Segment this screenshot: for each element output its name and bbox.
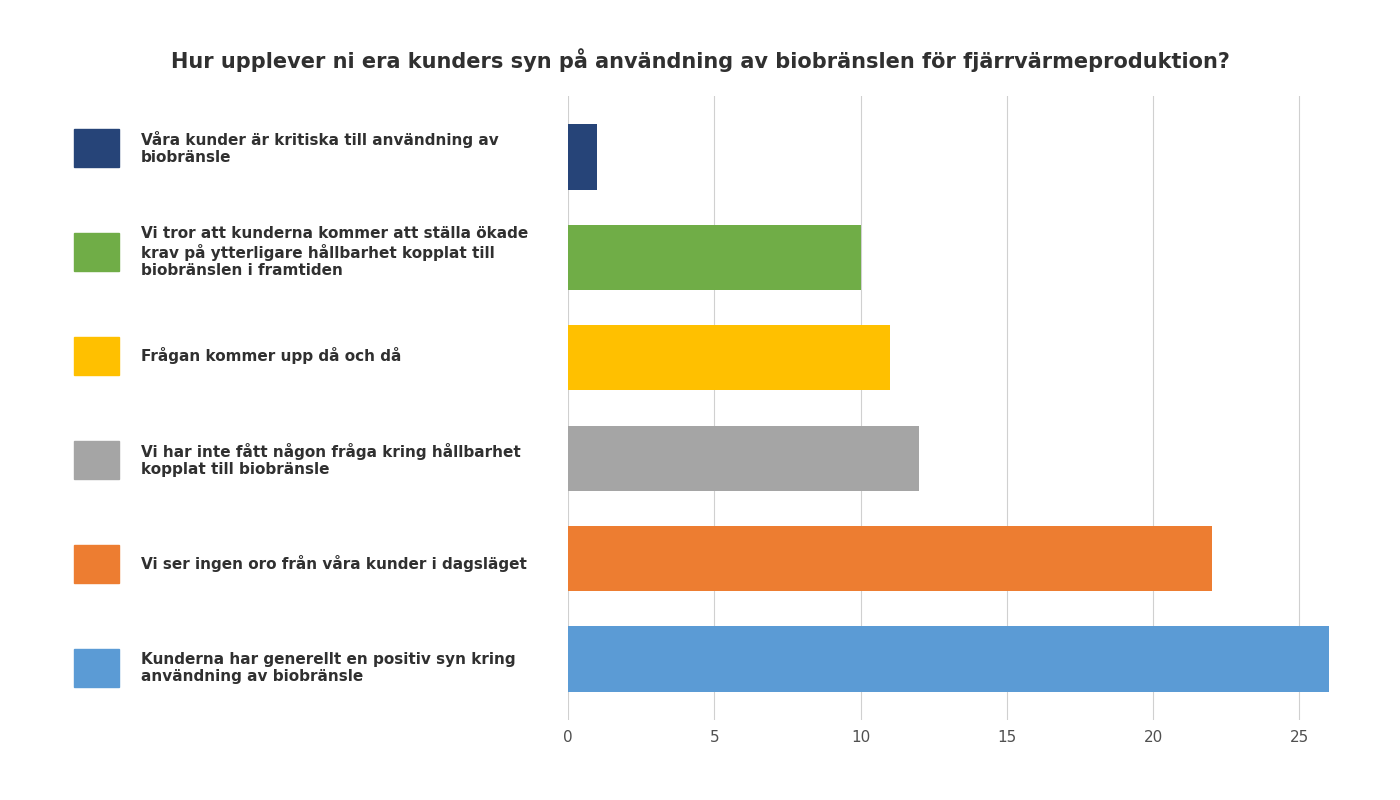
Text: Vi tror att kunderna kommer att ställa ökade
krav på ytterligare hållbarhet kopp: Vi tror att kunderna kommer att ställa ö… [141,226,528,278]
Bar [74,546,119,582]
Bar [74,650,119,686]
Text: Vi ser ingen oro från våra kunder i dagsläget: Vi ser ingen oro från våra kunder i dags… [141,555,526,573]
Bar [568,124,598,190]
Text: Frågan kommer upp då och då: Frågan kommer upp då och då [141,347,402,365]
Text: Våra kunder är kritiska till användning av
biobränsle: Våra kunder är kritiska till användning … [141,130,498,166]
Bar [74,234,119,270]
Bar [74,338,119,374]
Bar [568,225,861,290]
Bar [74,130,119,166]
Bar [74,442,119,478]
Text: Hur upplever ni era kunders syn på användning av biobränslen för fjärrvärmeprodu: Hur upplever ni era kunders syn på använ… [171,48,1229,72]
Bar [568,426,918,491]
Bar [568,626,1329,692]
Bar [568,526,1211,591]
Bar [568,325,890,390]
Text: Kunderna har generellt en positiv syn kring
användning av biobränsle: Kunderna har generellt en positiv syn kr… [141,652,515,684]
Text: Vi har inte fått någon fråga kring hållbarhet
kopplat till biobränsle: Vi har inte fått någon fråga kring hållb… [141,443,521,477]
